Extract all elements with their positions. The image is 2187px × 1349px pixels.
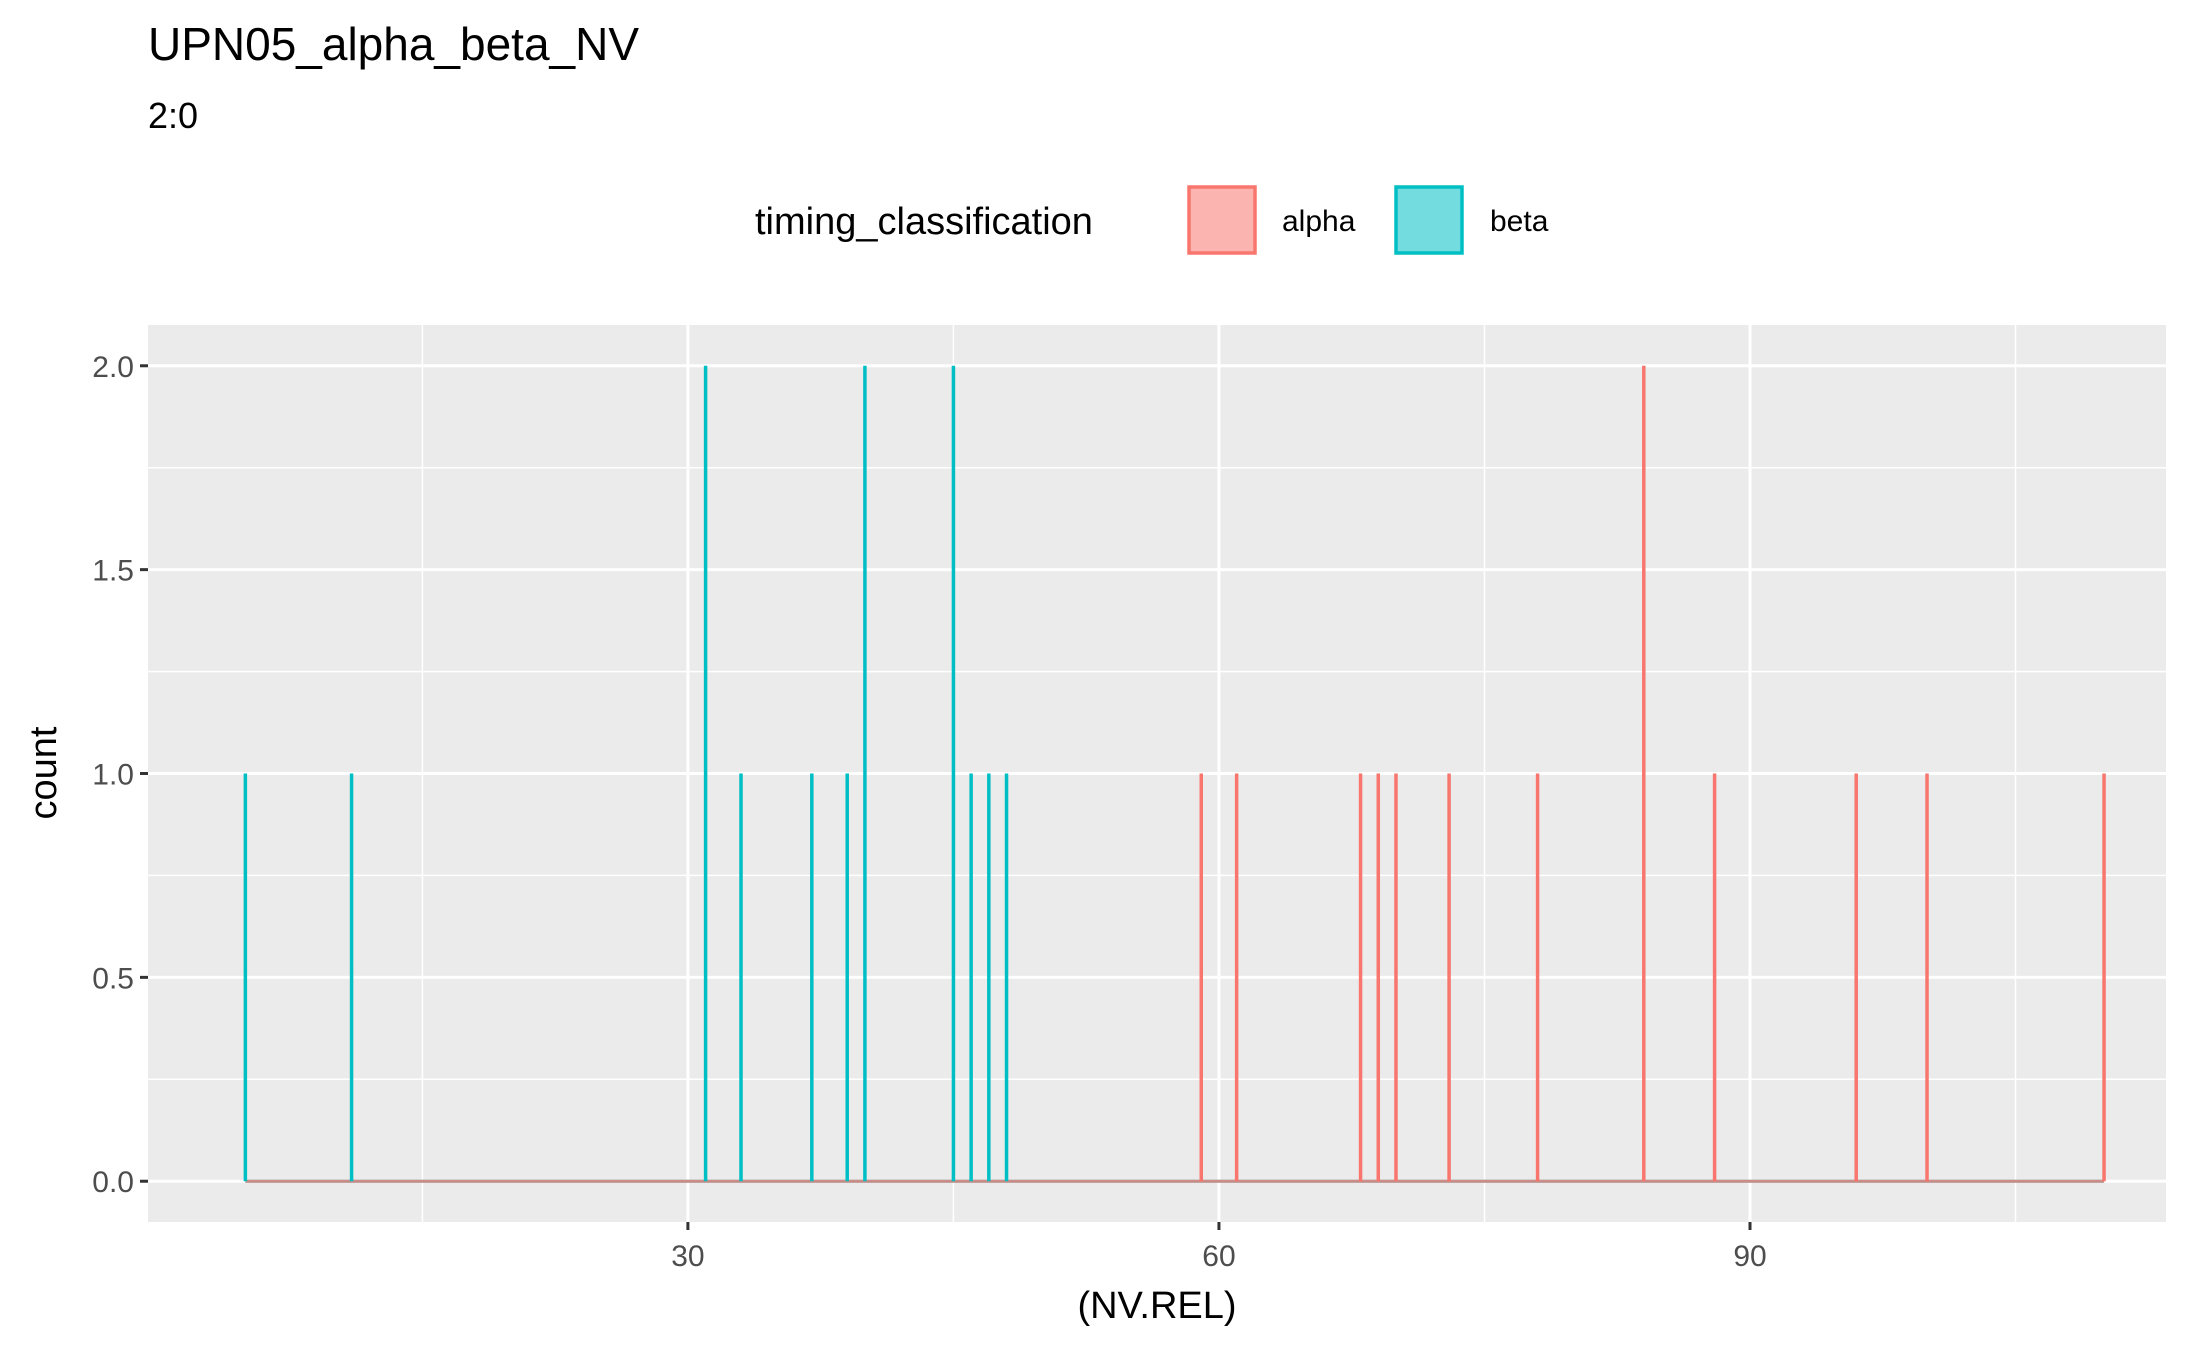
- chart-title: UPN05_alpha_beta_NV: [148, 18, 639, 70]
- chart-subtitle: 2:0: [148, 95, 198, 136]
- x-axis-title: (NV.REL): [1077, 1285, 1236, 1327]
- y-tick-label: 1.5: [92, 555, 134, 588]
- x-tick-label: 90: [1733, 1240, 1766, 1273]
- legend-key-beta: [1394, 185, 1464, 255]
- y-tick-label: 0.5: [92, 962, 134, 995]
- legend-label-alpha: alpha: [1282, 205, 1356, 238]
- axes: 0.0 0.5 1.0 1.5 2.0 30 60 90: [92, 351, 1766, 1273]
- legend-label-beta: beta: [1490, 205, 1549, 238]
- legend-title: timing_classification: [755, 201, 1093, 243]
- grid-lines: [148, 325, 2166, 1222]
- data-marks: [243, 365, 2106, 1183]
- y-tick-label: 2.0: [92, 351, 134, 384]
- legend-key-alpha: [1187, 185, 1257, 255]
- y-tick-label: 1.0: [92, 759, 134, 792]
- x-tick-label: 30: [671, 1240, 704, 1273]
- y-axis-title: count: [23, 726, 65, 819]
- legend: timing_classification alpha beta: [755, 185, 1549, 255]
- x-tick-label: 60: [1202, 1240, 1235, 1273]
- y-tick-label: 0.0: [92, 1166, 134, 1199]
